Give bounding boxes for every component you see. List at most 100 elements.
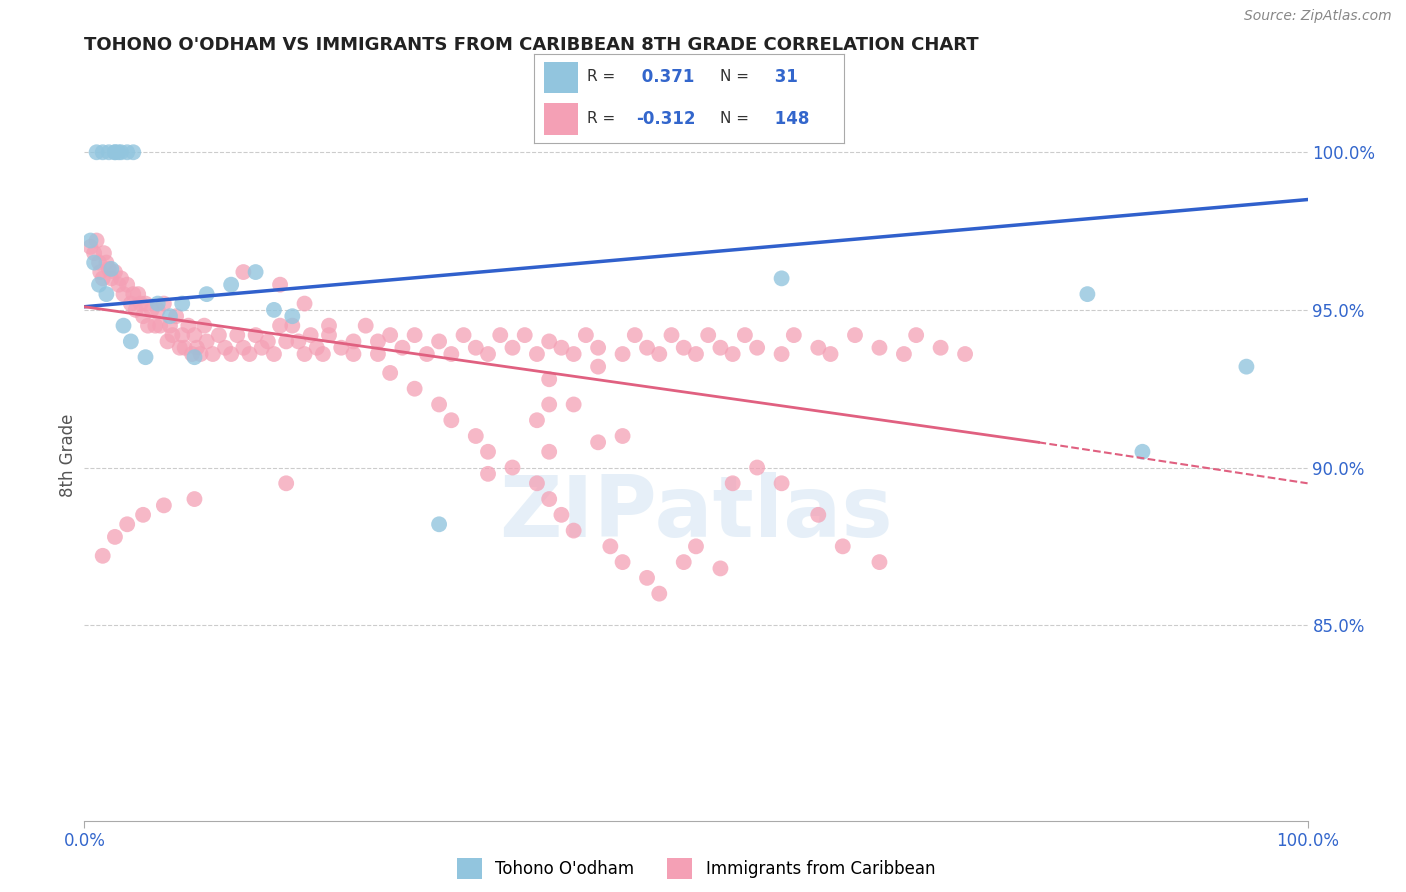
Point: [404, 328, 426, 343]
Point: [183, 491, 205, 506]
Point: [91, 145, 114, 160]
Point: [489, 328, 512, 343]
Point: [953, 347, 976, 361]
Point: [342, 347, 364, 361]
Text: N =: N =: [720, 112, 754, 126]
Point: [612, 429, 634, 443]
Point: [330, 341, 353, 355]
Point: [380, 328, 402, 343]
Point: [586, 341, 609, 355]
Point: [612, 347, 634, 361]
Point: [464, 341, 486, 355]
Point: [586, 359, 609, 374]
Point: [245, 265, 267, 279]
Point: [146, 296, 169, 310]
Point: [232, 341, 254, 355]
Point: [159, 309, 181, 323]
Point: [232, 265, 254, 279]
Point: [672, 341, 695, 355]
Point: [354, 318, 377, 333]
Text: N =: N =: [720, 70, 754, 84]
Point: [122, 287, 145, 301]
Point: [115, 517, 138, 532]
Point: [195, 334, 218, 349]
Text: 148: 148: [769, 110, 810, 128]
Point: [193, 318, 215, 333]
Point: [550, 341, 572, 355]
Point: [122, 145, 145, 160]
Point: [100, 271, 122, 285]
Point: [367, 347, 389, 361]
Text: -0.312: -0.312: [637, 110, 696, 128]
Point: [110, 271, 132, 285]
Point: [97, 261, 120, 276]
Point: [214, 341, 236, 355]
Point: [181, 347, 204, 361]
Point: [83, 255, 105, 269]
Point: [502, 341, 524, 355]
Point: [502, 460, 524, 475]
Point: [129, 296, 152, 310]
Point: [1076, 287, 1098, 301]
Point: [177, 318, 200, 333]
Point: [83, 246, 105, 260]
Legend: Tohono O'odham, Immigrants from Caribbean: Tohono O'odham, Immigrants from Caribbea…: [450, 852, 942, 886]
Point: [91, 549, 114, 563]
Point: [416, 347, 439, 361]
Point: [143, 318, 166, 333]
Point: [135, 350, 157, 364]
Point: [391, 341, 413, 355]
Point: [125, 302, 148, 317]
Text: ZIPatlas: ZIPatlas: [499, 472, 893, 555]
Point: [269, 277, 291, 292]
Point: [281, 309, 304, 323]
Point: [697, 328, 720, 343]
Point: [427, 397, 450, 411]
Point: [477, 467, 499, 481]
Point: [526, 413, 548, 427]
Point: [89, 265, 111, 279]
Point: [276, 334, 298, 349]
Point: [453, 328, 475, 343]
Point: [427, 334, 450, 349]
Point: [477, 444, 499, 458]
Point: [538, 372, 561, 386]
Point: [526, 347, 548, 361]
Point: [86, 145, 108, 160]
Point: [245, 328, 267, 343]
Point: [770, 476, 793, 491]
Point: [172, 328, 194, 343]
Point: [562, 524, 585, 538]
Point: [844, 328, 866, 343]
Point: [538, 397, 561, 411]
Point: [287, 334, 309, 349]
Point: [153, 499, 176, 513]
Point: [721, 476, 744, 491]
Point: [612, 555, 634, 569]
Point: [136, 318, 159, 333]
Point: [104, 265, 127, 279]
Point: [276, 476, 298, 491]
Point: [112, 287, 135, 301]
Point: [172, 296, 194, 310]
Point: [685, 347, 707, 361]
Point: [1132, 444, 1154, 458]
Point: [299, 328, 322, 343]
Point: [250, 341, 273, 355]
Point: [562, 397, 585, 411]
Point: [893, 347, 915, 361]
Point: [305, 341, 328, 355]
Point: [169, 341, 191, 355]
Point: [513, 328, 536, 343]
Point: [110, 145, 132, 160]
Point: [208, 328, 231, 343]
Point: [153, 296, 176, 310]
Point: [709, 341, 731, 355]
Point: [869, 555, 891, 569]
Point: [162, 328, 184, 343]
Point: [648, 587, 671, 601]
Text: Source: ZipAtlas.com: Source: ZipAtlas.com: [1244, 9, 1392, 23]
Point: [820, 347, 842, 361]
Point: [146, 302, 169, 317]
Point: [636, 341, 658, 355]
